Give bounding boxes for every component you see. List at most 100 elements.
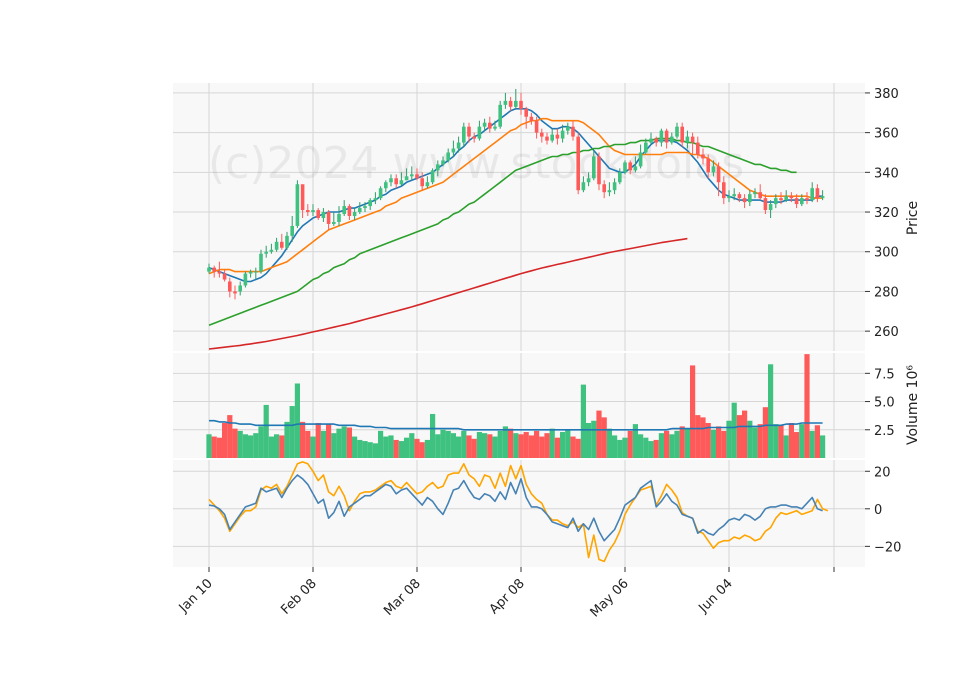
volume-bar (404, 437, 410, 458)
candle-body (737, 194, 742, 199)
volume-bar (648, 441, 654, 458)
volume-bar (736, 415, 742, 458)
volume-bar (710, 429, 716, 458)
y-tick-label: 300 (874, 246, 899, 261)
candle-body (586, 178, 591, 183)
candle-body (347, 206, 352, 217)
volume-bar (456, 436, 462, 458)
candle-body (638, 152, 643, 167)
candle-body (378, 188, 383, 199)
y-tick-label: −20 (874, 540, 901, 555)
volume-bar (445, 430, 451, 458)
volume-bar (747, 420, 753, 458)
volume-bar (778, 425, 784, 458)
volume-bar (362, 441, 368, 458)
volume-bar (565, 429, 571, 458)
volume-bar (414, 438, 420, 458)
volume-bar (393, 439, 399, 458)
candle-body (722, 182, 726, 199)
volume-bar (497, 430, 503, 458)
candle-body (254, 271, 258, 273)
volume-bar (544, 433, 550, 458)
candle-body (384, 182, 388, 189)
oscillator-line (208, 474, 823, 542)
candle-body (503, 100, 508, 105)
candle-body (784, 196, 788, 201)
candle-body (742, 198, 747, 203)
volume-bar (300, 421, 306, 458)
volume-bar (508, 428, 514, 458)
volume-bar (352, 436, 358, 458)
candle-body (519, 100, 523, 109)
volume-bar (346, 427, 352, 458)
candle-body (274, 241, 279, 250)
volume-average-line (209, 419, 823, 431)
candle-body (311, 210, 315, 213)
volume-bar (305, 430, 311, 458)
moving-average-line (208, 237, 688, 350)
candle-body (300, 184, 305, 211)
candle-body (456, 142, 461, 149)
candle-body (592, 156, 596, 179)
candle-body (415, 174, 419, 179)
candle-body (482, 122, 487, 127)
volume-bar (326, 424, 332, 458)
volume-bar (612, 435, 618, 458)
candle-body (748, 194, 752, 203)
candle-body (436, 164, 440, 171)
candle-body (326, 212, 331, 224)
candle-body (696, 142, 700, 155)
volume-bar (716, 426, 722, 458)
candle-body (540, 132, 544, 137)
series-layer (206, 88, 829, 563)
volume-bar (570, 436, 576, 458)
volume-bar (606, 428, 612, 458)
volume-bar (450, 433, 456, 458)
candle-body (810, 188, 814, 201)
volume-bar (695, 415, 701, 458)
candle-body (399, 180, 404, 185)
price-panel (173, 83, 865, 351)
volume-bar (752, 427, 758, 458)
candle-body (248, 271, 253, 274)
volume-bar (674, 430, 680, 458)
candle-body (685, 136, 690, 143)
candle-body (467, 126, 471, 137)
price-axis-label: Price (905, 201, 921, 235)
volume-bar (211, 436, 217, 458)
candle-body (389, 178, 393, 183)
volume-bar (279, 435, 285, 458)
candle-body (368, 200, 372, 207)
volume-bar (435, 434, 441, 458)
candle-body (618, 172, 622, 183)
volume-bar (586, 423, 592, 458)
volume-bar (378, 430, 384, 458)
candle-body (243, 273, 248, 286)
candle-body (212, 267, 216, 272)
volume-bar (534, 430, 540, 458)
volume-bar (492, 436, 498, 458)
volume-bar (700, 417, 706, 458)
volume-bar (331, 433, 337, 458)
candle-body (233, 291, 237, 294)
volume-bar (726, 420, 732, 458)
candle-body (789, 196, 794, 199)
volume-bar (440, 429, 446, 458)
candle-body (337, 214, 341, 222)
volume-bar (762, 407, 768, 458)
volume-bar (341, 426, 347, 458)
volume-bar (643, 437, 649, 458)
candle-body (560, 130, 565, 139)
candle-body (612, 182, 617, 191)
candle-body (363, 206, 367, 209)
candle-body (566, 126, 570, 131)
candle-body (680, 126, 684, 143)
volume-bar (617, 439, 623, 458)
volume-bar (315, 423, 321, 458)
volume-bar (248, 435, 254, 458)
candle-body (472, 136, 476, 139)
candle-body (581, 182, 586, 191)
volume-bar (804, 354, 810, 458)
candle-body (280, 241, 284, 248)
